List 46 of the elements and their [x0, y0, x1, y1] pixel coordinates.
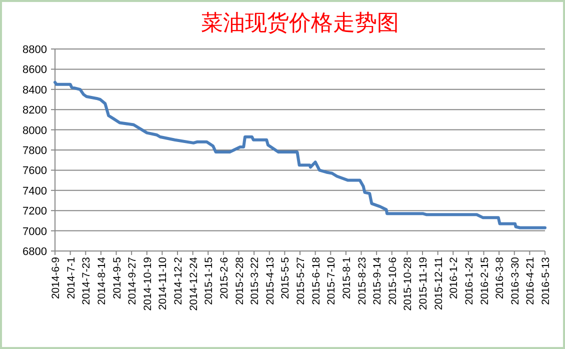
- x-tick-label: 2015-9-14: [372, 256, 384, 305]
- x-tick-label: 2014-8-14: [96, 256, 108, 305]
- x-tick-label: 2015-8-23: [356, 256, 368, 305]
- x-tick-label: 2015-2-28: [234, 256, 246, 305]
- y-tick-label: 8000: [22, 124, 47, 137]
- x-tick-label: 2015-5-27: [295, 256, 307, 305]
- x-tick-label: 2014-9-5: [111, 256, 124, 300]
- x-tick-label: 2015-11-19: [418, 256, 430, 310]
- chart-title: 菜油现货价格走势图: [201, 10, 399, 35]
- x-tick-label: 2015-2-6: [218, 256, 230, 300]
- y-tick-label: 7600: [22, 165, 47, 178]
- x-tick-label: 2016-2-15: [478, 256, 491, 305]
- x-tick-label: 2016-4-21: [524, 256, 537, 305]
- x-tick-label: 2014-7-1: [65, 256, 78, 300]
- x-tick-label: 2015-1-15: [203, 256, 216, 305]
- x-tick-label: 2016-3-8: [494, 256, 506, 300]
- y-tick-label: 7200: [22, 206, 47, 218]
- x-tick-label: 2015-10-6: [386, 256, 399, 305]
- y-tick-label: 6800: [22, 246, 47, 258]
- x-tick-label: 2015-5-5: [280, 256, 292, 300]
- x-tick-label: 2015-3-22: [249, 256, 262, 305]
- x-tick-label: 2015-7-10: [326, 256, 338, 305]
- x-tick-label: 2014-12-2: [172, 256, 184, 305]
- x-tick-label: 2016-5-13: [540, 256, 552, 305]
- line-series: [54, 80, 546, 230]
- x-tick-label: 2015-12-11: [432, 256, 445, 310]
- x-tick-label: 2014-11-10: [157, 256, 170, 310]
- x-tick-label: 2014-10-19: [142, 256, 154, 311]
- y-tick-label: 7000: [22, 226, 47, 238]
- x-tick-label: 2014-6-9: [50, 256, 62, 300]
- y-tick-label: 7400: [22, 185, 47, 198]
- x-tick-label: 2015-10-28: [402, 256, 414, 311]
- y-tick-label: 8800: [22, 44, 47, 56]
- x-tick-label: 2014-7-23: [80, 256, 93, 305]
- x-tick-label: 2014-12-24: [188, 256, 200, 311]
- x-tick-label: 2015-8-1: [340, 256, 353, 300]
- x-tick-label: 2014-9-27: [126, 256, 139, 305]
- y-tick-label: 8600: [22, 64, 47, 76]
- x-tick-label: 2016-1-2: [448, 256, 460, 300]
- x-tick-label: 2016-3-30: [509, 256, 522, 305]
- y-tick-label: 8200: [22, 104, 47, 117]
- x-tick-label: 2016-1-24: [463, 256, 476, 305]
- x-tick-label: 2015-6-18: [310, 256, 322, 305]
- x-tick-label: 2015-4-13: [264, 256, 276, 305]
- y-tick-label: 8400: [22, 84, 47, 96]
- y-tick-label: 7800: [22, 145, 47, 157]
